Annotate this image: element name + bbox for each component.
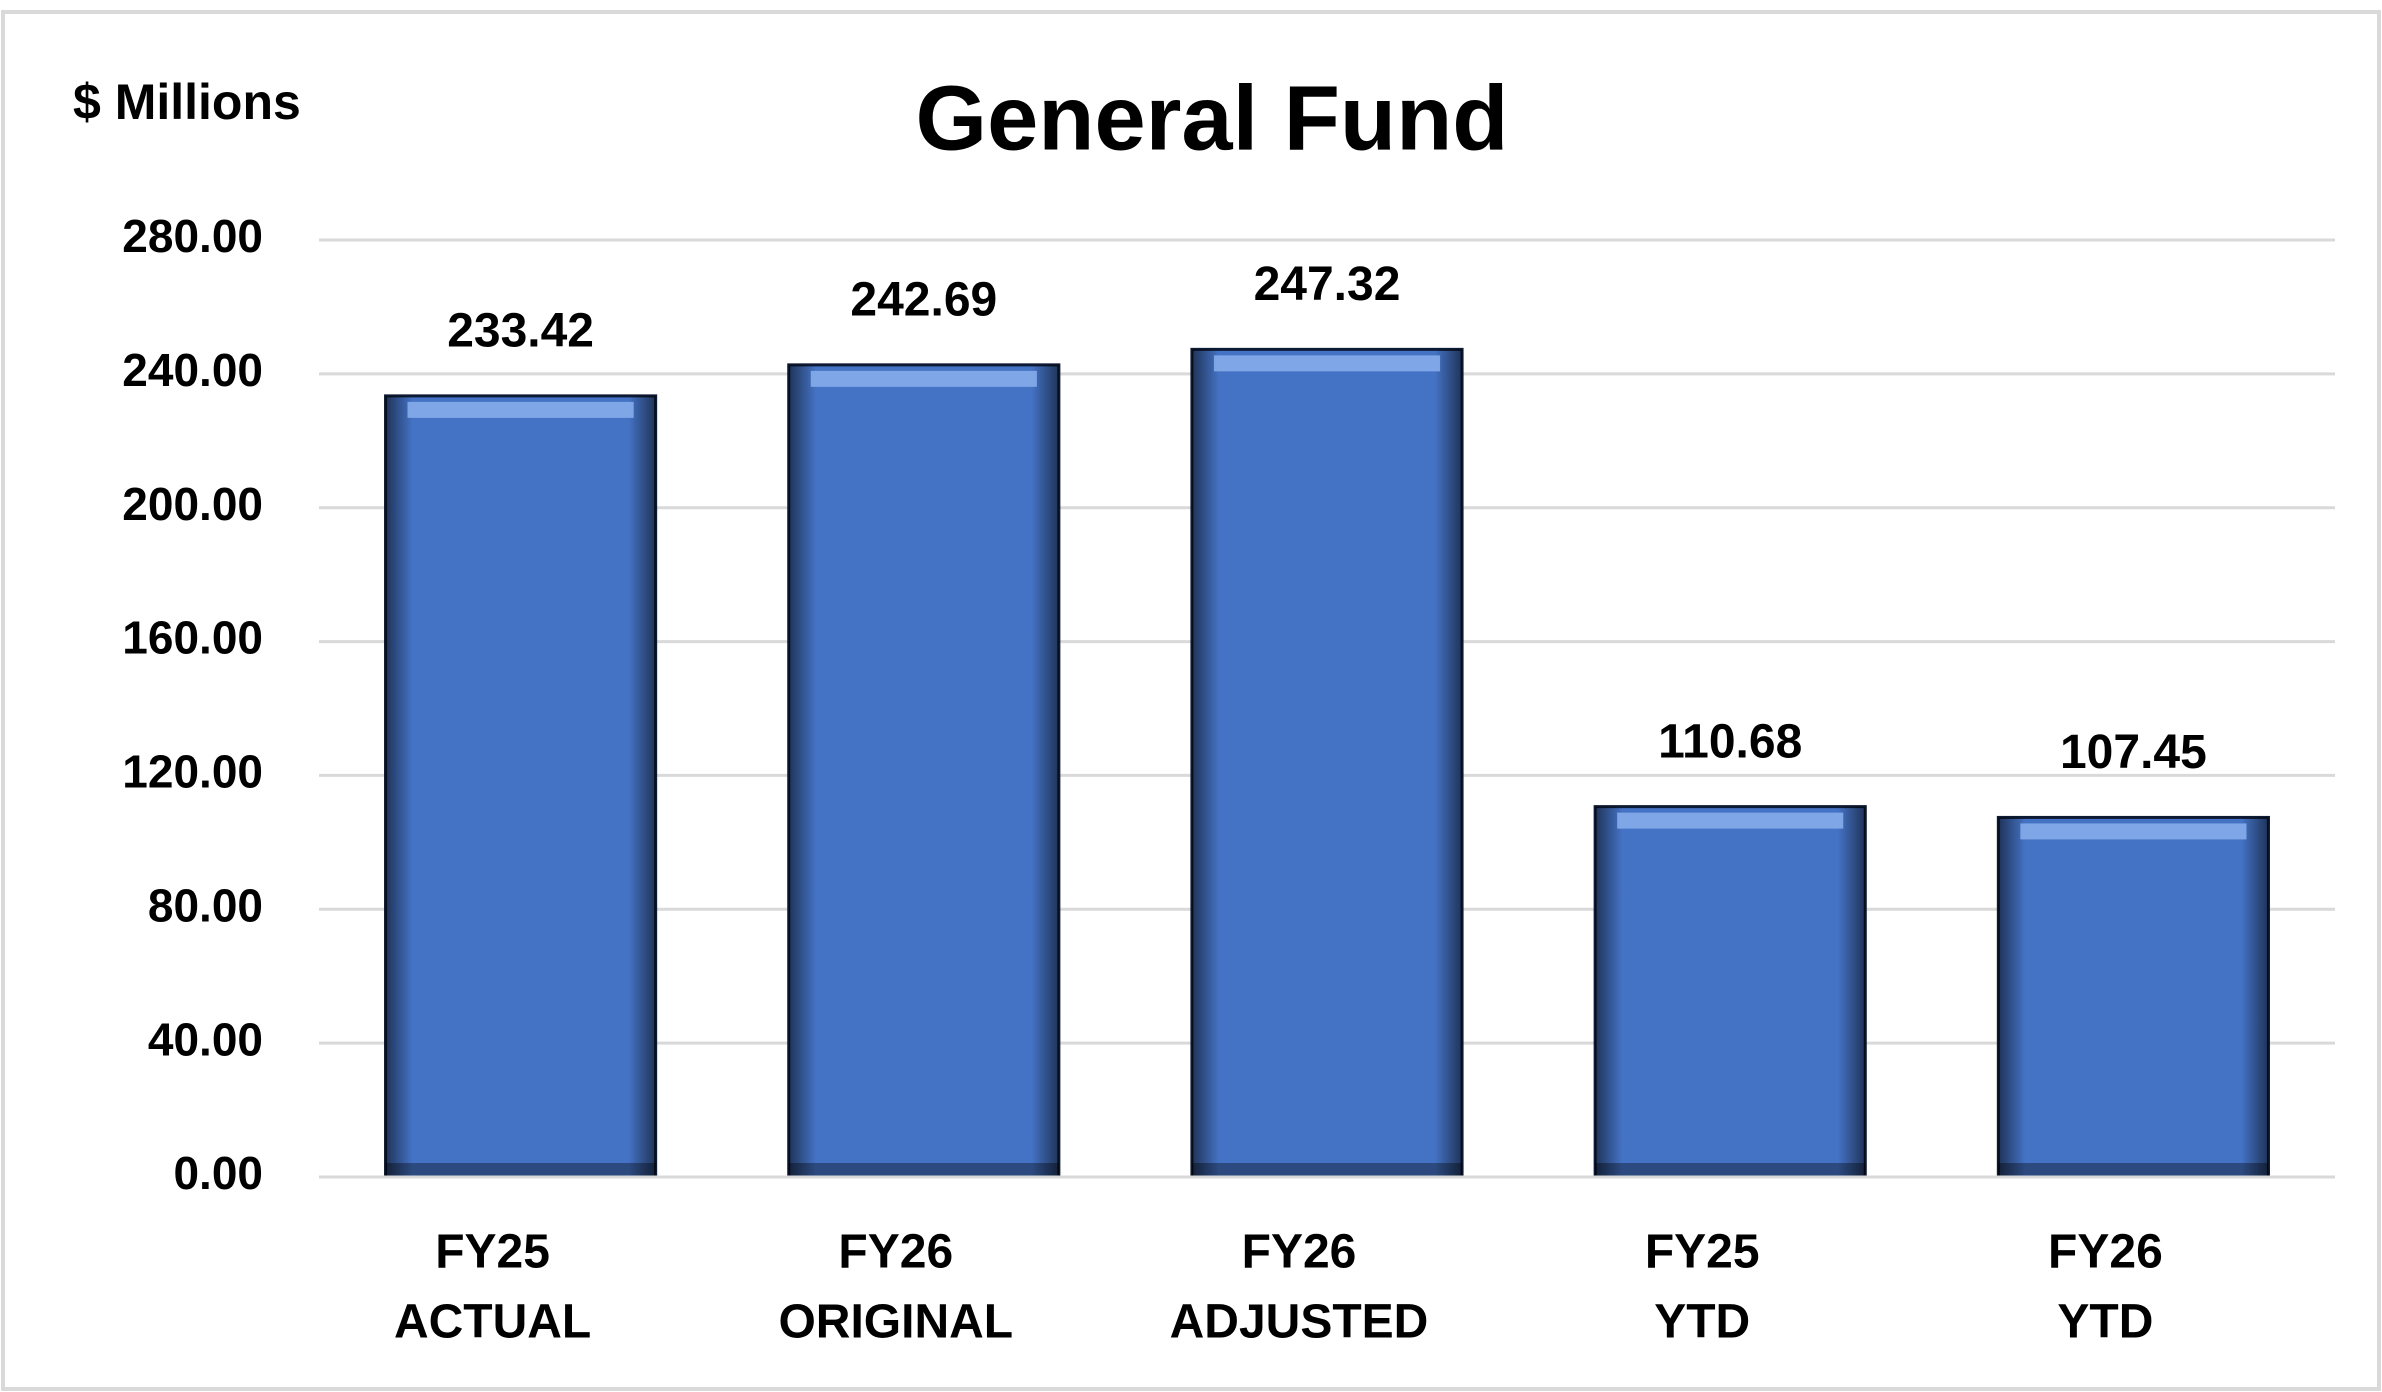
x-tick-label: FY25	[435, 1226, 550, 1279]
bar-shade	[385, 395, 656, 1177]
x-tick-label: ADJUSTED	[1170, 1296, 1429, 1349]
x-tick-label: ORIGINAL	[778, 1296, 1013, 1349]
y-tick-label: 40.00	[148, 1013, 263, 1065]
value-label: 233.42	[447, 305, 594, 358]
bar-bottom-shade	[1998, 1163, 2269, 1177]
bar-bottom-shade	[1191, 1163, 1463, 1177]
bar-highlight	[2020, 823, 2247, 840]
y-tick-label: 160.00	[122, 612, 263, 664]
value-label: 247.32	[1254, 258, 1401, 311]
x-tick-label: YTD	[2057, 1296, 2153, 1349]
bar-highlight	[810, 370, 1037, 387]
bar-shade	[1998, 817, 2269, 1177]
y-tick-label: 120.00	[122, 746, 263, 798]
y-axis-label: $ Millions	[73, 74, 301, 130]
bar-shade	[788, 364, 1059, 1178]
chart-title: General Fund	[916, 67, 1509, 169]
x-tick-label: FY26	[1242, 1226, 1357, 1279]
bar-bottom-shade	[788, 1163, 1059, 1177]
value-label: 242.69	[850, 274, 997, 327]
value-label: 107.45	[2060, 726, 2207, 779]
bar-highlight	[1617, 812, 1844, 829]
bar-shade	[1191, 349, 1463, 1177]
x-tick-label: FY26	[2048, 1226, 2163, 1279]
y-tick-label: 0.00	[173, 1147, 263, 1199]
y-tick-label: 280.00	[122, 210, 263, 262]
bar-bottom-shade	[385, 1163, 656, 1177]
bar-highlight	[1213, 355, 1441, 372]
y-tick-label: 200.00	[122, 478, 263, 530]
value-label: 110.68	[1658, 715, 1802, 768]
x-tick-label: FY26	[838, 1226, 953, 1279]
bar-bottom-shade	[1595, 1163, 1866, 1177]
x-tick-label: FY25	[1645, 1226, 1760, 1279]
x-tick-label: YTD	[1654, 1296, 1750, 1349]
bar-shade	[1595, 806, 1866, 1177]
bar-highlight	[407, 401, 634, 418]
x-tick-label: ACTUAL	[394, 1296, 591, 1349]
y-tick-label: 240.00	[122, 344, 263, 396]
y-tick-label: 80.00	[148, 879, 263, 931]
